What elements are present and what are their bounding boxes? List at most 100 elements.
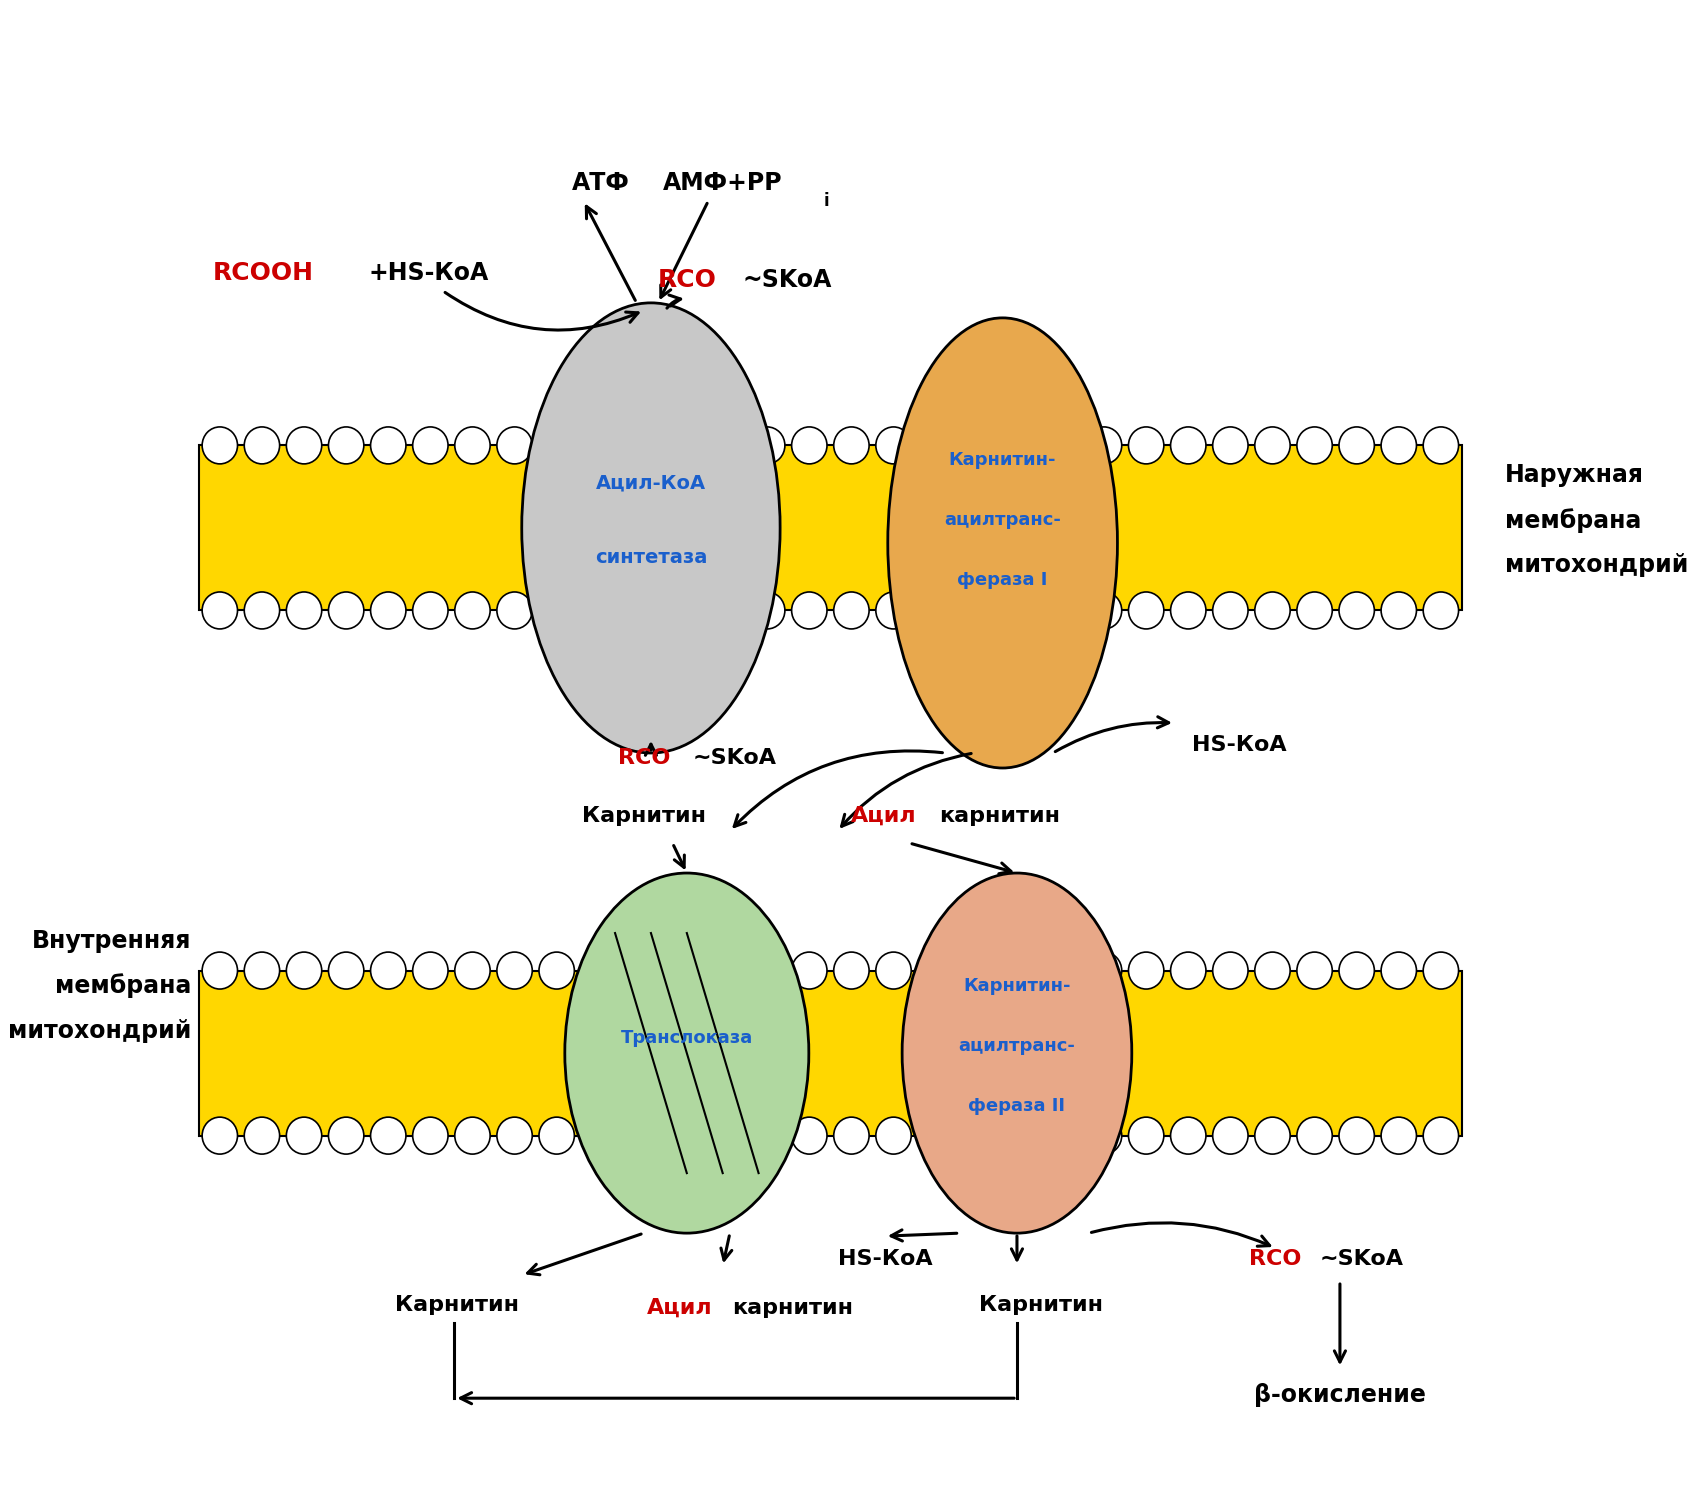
Circle shape bbox=[665, 592, 700, 630]
Text: карнитин: карнитин bbox=[733, 1298, 853, 1318]
Circle shape bbox=[1170, 592, 1206, 630]
Text: Ацил: Ацил bbox=[646, 1298, 712, 1318]
Circle shape bbox=[750, 952, 785, 989]
Circle shape bbox=[1128, 1117, 1163, 1154]
Circle shape bbox=[202, 592, 237, 630]
Circle shape bbox=[1297, 952, 1333, 989]
Circle shape bbox=[1213, 1117, 1248, 1154]
Circle shape bbox=[287, 426, 322, 464]
Circle shape bbox=[370, 1117, 405, 1154]
Circle shape bbox=[1340, 1117, 1374, 1154]
Text: Наружная: Наружная bbox=[1504, 464, 1643, 488]
Circle shape bbox=[582, 952, 616, 989]
Text: ~SKoA: ~SKoA bbox=[1319, 1248, 1404, 1268]
Circle shape bbox=[1381, 426, 1416, 464]
Ellipse shape bbox=[887, 318, 1118, 768]
Circle shape bbox=[1170, 952, 1206, 989]
Circle shape bbox=[707, 1117, 743, 1154]
Circle shape bbox=[1170, 1117, 1206, 1154]
Circle shape bbox=[329, 426, 365, 464]
Circle shape bbox=[455, 426, 490, 464]
Circle shape bbox=[329, 952, 365, 989]
Circle shape bbox=[1045, 952, 1080, 989]
Circle shape bbox=[1045, 426, 1080, 464]
Circle shape bbox=[1213, 426, 1248, 464]
Circle shape bbox=[202, 426, 237, 464]
Text: RCO: RCO bbox=[658, 268, 716, 292]
Circle shape bbox=[834, 426, 868, 464]
Text: +HS-КоА: +HS-КоА bbox=[368, 261, 488, 285]
Circle shape bbox=[834, 952, 868, 989]
Circle shape bbox=[202, 952, 237, 989]
Circle shape bbox=[918, 952, 953, 989]
Circle shape bbox=[1423, 426, 1459, 464]
Text: Карнитин: Карнитин bbox=[979, 1295, 1104, 1315]
Text: фераза II: фераза II bbox=[968, 1096, 1065, 1114]
Circle shape bbox=[412, 1117, 448, 1154]
Text: RCO: RCO bbox=[617, 747, 670, 768]
Circle shape bbox=[1002, 592, 1038, 630]
Circle shape bbox=[1255, 426, 1291, 464]
Text: митохондрий: митохондрий bbox=[1504, 553, 1689, 577]
Circle shape bbox=[834, 1117, 868, 1154]
Circle shape bbox=[1255, 592, 1291, 630]
Circle shape bbox=[918, 1117, 953, 1154]
Text: Карнитин: Карнитин bbox=[395, 1295, 519, 1315]
Circle shape bbox=[960, 952, 996, 989]
Ellipse shape bbox=[902, 873, 1131, 1233]
Circle shape bbox=[1213, 952, 1248, 989]
Circle shape bbox=[370, 952, 405, 989]
Circle shape bbox=[287, 592, 322, 630]
Circle shape bbox=[1002, 426, 1038, 464]
Circle shape bbox=[539, 952, 575, 989]
Circle shape bbox=[1087, 952, 1121, 989]
Text: АТФ: АТФ bbox=[572, 170, 629, 194]
Circle shape bbox=[1340, 592, 1374, 630]
Circle shape bbox=[244, 952, 280, 989]
Circle shape bbox=[582, 1117, 616, 1154]
Circle shape bbox=[497, 952, 533, 989]
Circle shape bbox=[960, 592, 996, 630]
Text: фераза I: фераза I bbox=[958, 571, 1048, 589]
Circle shape bbox=[202, 1117, 237, 1154]
Text: митохондрий: митохондрий bbox=[8, 1018, 192, 1042]
Text: Ацил-КоА: Ацил-КоА bbox=[595, 473, 706, 492]
Circle shape bbox=[329, 1117, 365, 1154]
Circle shape bbox=[792, 426, 828, 464]
Text: HS-КоА: HS-КоА bbox=[838, 1248, 933, 1268]
Circle shape bbox=[750, 426, 785, 464]
Text: мембрана: мембрана bbox=[1504, 508, 1642, 533]
Bar bbox=[198, 446, 1462, 610]
Circle shape bbox=[622, 426, 658, 464]
Circle shape bbox=[1128, 426, 1163, 464]
Circle shape bbox=[287, 952, 322, 989]
Text: Карнитин-: Карнитин- bbox=[948, 452, 1057, 470]
Circle shape bbox=[455, 1117, 490, 1154]
Circle shape bbox=[539, 592, 575, 630]
Text: Внутренняя: Внутренняя bbox=[32, 929, 192, 953]
Circle shape bbox=[412, 592, 448, 630]
Circle shape bbox=[455, 952, 490, 989]
Circle shape bbox=[329, 592, 365, 630]
Circle shape bbox=[622, 592, 658, 630]
Circle shape bbox=[1340, 952, 1374, 989]
Circle shape bbox=[1423, 1117, 1459, 1154]
Text: Транслоказа: Транслоказа bbox=[621, 1029, 753, 1047]
Circle shape bbox=[1340, 426, 1374, 464]
Ellipse shape bbox=[565, 873, 809, 1233]
Circle shape bbox=[539, 426, 575, 464]
Circle shape bbox=[1255, 1117, 1291, 1154]
Circle shape bbox=[875, 592, 911, 630]
Text: RCO: RCO bbox=[1250, 1248, 1301, 1268]
Circle shape bbox=[792, 1117, 828, 1154]
Circle shape bbox=[1170, 426, 1206, 464]
Circle shape bbox=[1002, 1117, 1038, 1154]
Circle shape bbox=[875, 1117, 911, 1154]
Circle shape bbox=[665, 426, 700, 464]
Text: Карнитин: Карнитин bbox=[582, 806, 706, 825]
Circle shape bbox=[455, 592, 490, 630]
Circle shape bbox=[665, 1117, 700, 1154]
Circle shape bbox=[707, 952, 743, 989]
Circle shape bbox=[582, 426, 616, 464]
Text: Карнитин-: Карнитин- bbox=[963, 976, 1070, 994]
